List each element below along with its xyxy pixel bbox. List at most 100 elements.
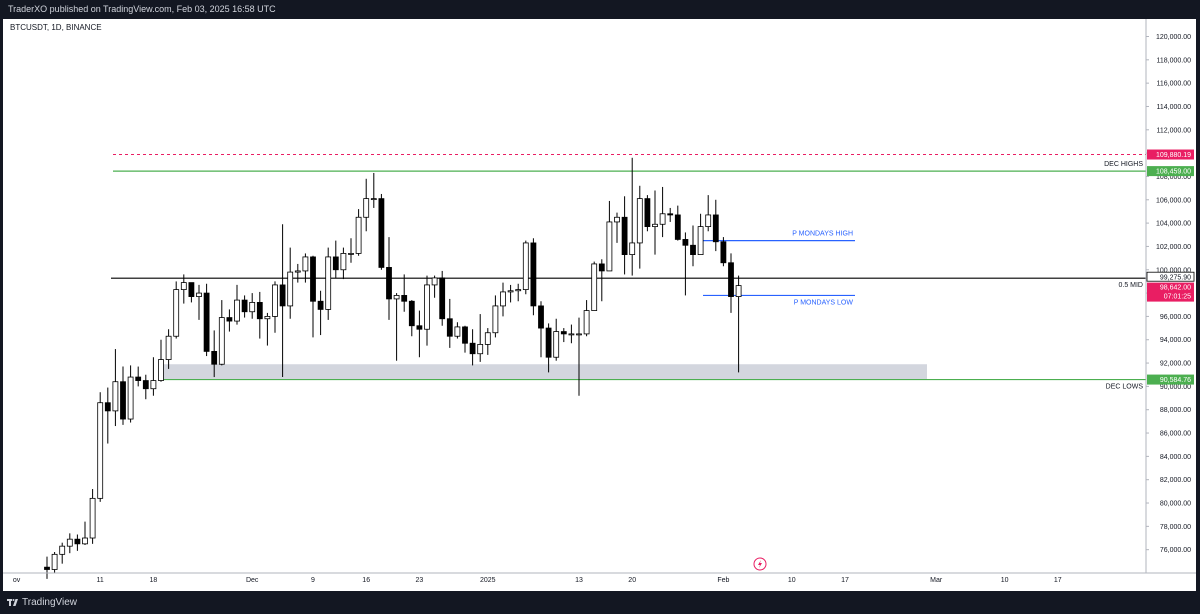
x-tick-label: 9: [311, 577, 315, 584]
candle-up: [522, 242, 529, 290]
candle-down: [104, 402, 111, 412]
y-tick-label: 116,000.00: [1156, 81, 1191, 88]
candle-down: [462, 326, 468, 344]
candle-up: [370, 198, 377, 201]
dec-highs-label: DEC HIGHS: [1104, 161, 1143, 168]
candle-up: [302, 256, 309, 272]
candle-down: [142, 380, 149, 390]
y-tick-label: 96,000.00: [1160, 314, 1191, 321]
candle-up: [431, 277, 438, 286]
publish-header-text: TraderXO published on TradingView.com, F…: [8, 4, 276, 14]
candle-up: [507, 290, 514, 293]
candle-up: [697, 226, 704, 255]
candle-up: [492, 305, 499, 334]
candle-up: [173, 289, 180, 337]
candle-up: [150, 380, 157, 390]
candle-down: [226, 317, 233, 322]
y-tick-label: 102,000.00: [1156, 244, 1191, 251]
dec-lows-label: DEC LOWS: [1106, 384, 1144, 391]
tradingview-logo-icon: [7, 599, 18, 606]
candlestick-chart[interactable]: DEC HIGHS 0.5 MID DEC LOWS P MONDAYS HIGH P …: [3, 19, 1196, 591]
candle-up: [553, 331, 560, 358]
candle-up: [477, 344, 484, 355]
candle-down: [712, 214, 719, 243]
y-tick-label: 94,000.00: [1160, 337, 1191, 344]
candle-up: [424, 284, 430, 330]
y-tick-label: 82,000.00: [1160, 477, 1191, 484]
y-tick-label: 100,000.00: [1156, 267, 1191, 274]
candle-up: [180, 282, 187, 290]
chart-frame[interactable]: DEC HIGHS 0.5 MID DEC LOWS P MONDAYS HIGH P …: [3, 19, 1196, 591]
dashed-high-tag-bg: [1147, 149, 1194, 160]
candle-up: [234, 299, 240, 322]
candle-up: [636, 198, 643, 244]
candle-down: [135, 376, 142, 381]
x-tick-label: 11: [97, 577, 104, 584]
x-tick-label: 10: [1001, 577, 1009, 584]
y-tick-label: 86,000.00: [1160, 431, 1191, 438]
candle-down: [728, 262, 734, 297]
candle-up: [294, 270, 301, 273]
x-tick-label: 17: [1054, 577, 1062, 584]
y-tick-label: 106,000.00: [1156, 197, 1191, 204]
candle-down: [416, 325, 423, 330]
candle-down: [317, 300, 324, 310]
publish-header: TraderXO published on TradingView.com, F…: [0, 0, 1200, 19]
dashed-high-tag: 109,880.19: [1156, 152, 1191, 159]
candle-up: [97, 402, 104, 499]
candle-up: [583, 310, 590, 335]
bar-countdown: 07:01:25: [1164, 294, 1191, 301]
y-tick-label: 112,000.00: [1156, 127, 1191, 134]
candle-down: [203, 292, 210, 352]
candle-down: [598, 263, 605, 272]
candle-up: [484, 332, 491, 345]
candle-down: [667, 213, 674, 216]
x-tick-label: Mar: [930, 577, 943, 584]
y-tick-label: 88,000.00: [1160, 407, 1191, 414]
candle-up: [127, 376, 134, 420]
p-mondays-high-label: P MONDAYS HIGH: [792, 231, 853, 238]
candle-up: [51, 553, 58, 570]
footer-bar: TradingView: [0, 591, 1200, 614]
candle-down: [241, 299, 248, 313]
candle-down: [279, 284, 286, 307]
x-tick-label: 23: [416, 577, 424, 584]
y-tick-label: 76,000.00: [1160, 547, 1191, 554]
candle-down: [310, 256, 316, 302]
candle-down: [439, 277, 446, 320]
candle-down: [74, 538, 81, 545]
candle-down: [690, 244, 696, 255]
dec-highs-tag: 108,459.00: [1156, 169, 1191, 176]
candle-up: [705, 214, 712, 228]
candle-up: [218, 317, 225, 365]
y-tick-label: 90,000.00: [1160, 384, 1191, 391]
dec-lows-tag: 90,584.76: [1160, 377, 1191, 384]
candle-up: [82, 537, 88, 545]
footer-brand: TradingView: [22, 597, 78, 608]
candle-up: [591, 263, 598, 311]
candle-down: [332, 256, 339, 271]
candle-up: [272, 284, 278, 317]
x-tick-label: 20: [628, 577, 636, 584]
candle-up: [340, 253, 347, 271]
candle-up: [264, 316, 271, 320]
candle-down: [446, 318, 453, 337]
x-tick-label: 17: [841, 577, 849, 584]
x-tick-label: Feb: [717, 577, 729, 584]
candle-up: [66, 538, 73, 547]
demand-zone: [161, 364, 927, 380]
candle-down: [378, 198, 385, 268]
candle-up: [515, 289, 522, 292]
x-tick-label: 18: [150, 577, 158, 584]
candle-up: [568, 333, 575, 336]
mid-tag: 99,275.90: [1160, 275, 1191, 282]
dec-highs-tag-bg: [1147, 166, 1194, 177]
candle-down: [401, 295, 408, 302]
candle-down: [621, 216, 628, 255]
candle-up: [348, 253, 354, 255]
candle-down: [469, 342, 476, 355]
p-mondays-low-label: P MONDAYS LOW: [794, 299, 854, 306]
y-tick-label: 104,000.00: [1156, 221, 1191, 228]
y-tick-label: 92,000.00: [1160, 361, 1191, 368]
candle-up: [659, 213, 666, 225]
